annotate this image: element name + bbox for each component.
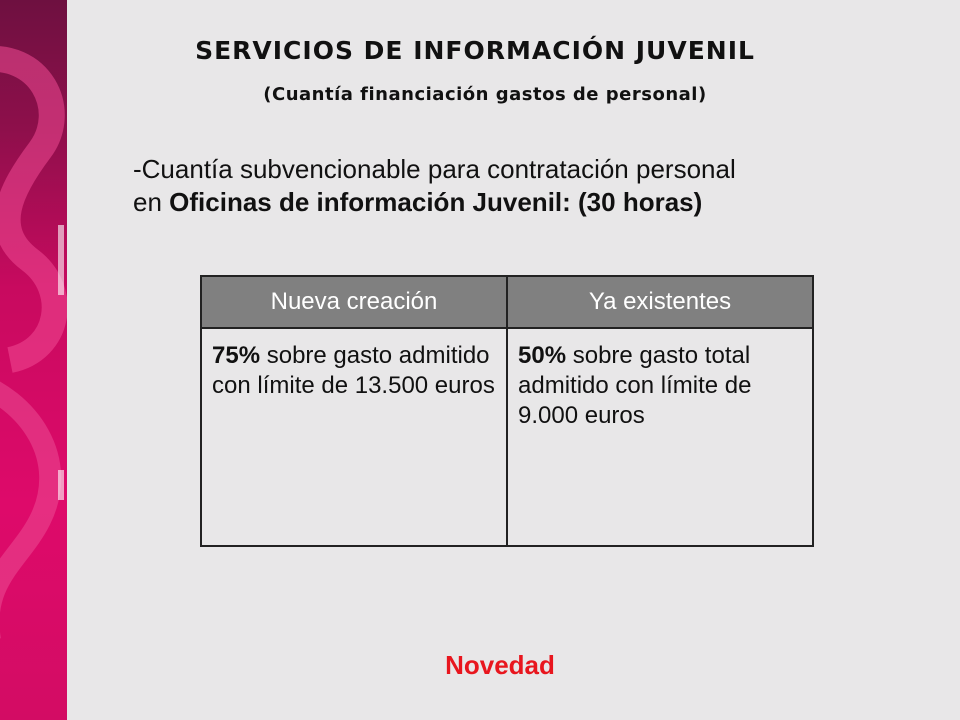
table-cell-existing-text: sobre gasto total admitido con límite de… (518, 342, 752, 429)
intro-line-2-prefix: en (133, 187, 170, 217)
decorative-logo-shape (0, 46, 67, 639)
novedad-label: Novedad (445, 650, 555, 680)
table-cell-existing: 50% sobre gasto total admitido con límit… (508, 329, 812, 545)
table-cell-new-percent: 75% (212, 342, 261, 369)
page-subtitle: (Cuantía financiación gastos de personal… (263, 84, 707, 105)
table-cell-existing-percent: 50% (518, 342, 567, 369)
table-header-existing: Ya existentes (508, 277, 812, 329)
table-cell-new-text: sobre gasto admitido con límite de 13.50… (212, 342, 495, 399)
table-cell-new: 75% sobre gasto admitido con límite de 1… (202, 329, 508, 545)
table-header-new: Nueva creación (202, 277, 508, 329)
intro-line-2-bold: Oficinas de información Juvenil: (30 hor… (169, 187, 703, 217)
intro-line-1: -Cuantía subvencionable para contratació… (133, 154, 736, 184)
page-title: SERVICIOS DE INFORMACIÓN JUVENIL (195, 36, 755, 65)
intro-paragraph: -Cuantía subvencionable para contratació… (133, 153, 893, 219)
intro-line-2: en Oficinas de información Juvenil: (30 … (133, 186, 893, 219)
decorative-side-band (0, 0, 67, 720)
funding-table: Nueva creación Ya existentes 75% sobre g… (200, 275, 814, 547)
